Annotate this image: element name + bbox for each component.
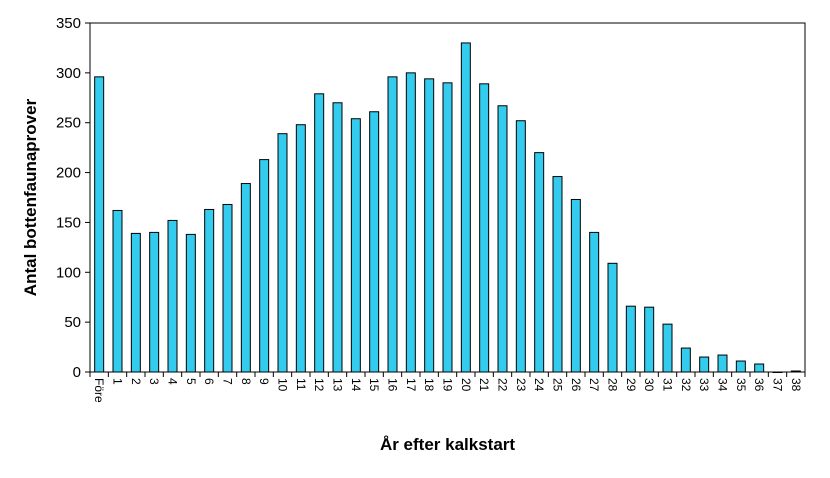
x-tick-label: 35	[734, 378, 748, 392]
x-tick-label: Före	[92, 378, 106, 403]
y-tick-label: 200	[56, 165, 81, 182]
bar	[735, 360, 746, 373]
x-tick-label: 23	[514, 378, 528, 392]
x-tick-label: 6	[202, 378, 216, 385]
bar	[460, 42, 471, 373]
x-tick-label: 12	[312, 378, 326, 392]
x-tick-label: 27	[587, 378, 601, 392]
x-tick-label: 32	[679, 378, 693, 392]
x-tick-label: 37	[771, 378, 785, 392]
x-tick-label: 31	[661, 378, 675, 392]
bar	[259, 159, 270, 373]
bar	[350, 118, 361, 373]
x-tick-label: 33	[697, 378, 711, 392]
x-tick-label: 24	[532, 378, 546, 392]
bars-group	[94, 42, 801, 373]
x-tick-label: 1	[111, 378, 125, 385]
y-tick-label: 300	[56, 65, 81, 82]
bar	[680, 347, 691, 373]
bar	[644, 306, 655, 373]
bar	[204, 208, 215, 373]
x-axis-title: År efter kalkstart	[380, 435, 515, 454]
y-tick-label: 0	[73, 364, 81, 381]
x-tick-label: 16	[386, 378, 400, 392]
bar	[699, 356, 710, 373]
bar	[754, 363, 765, 373]
bar	[277, 133, 288, 373]
bar	[332, 102, 343, 373]
bar	[167, 219, 178, 373]
x-tick-label: 17	[404, 378, 418, 392]
bar	[240, 183, 251, 373]
bar	[130, 232, 141, 373]
x-tick-label: 30	[642, 378, 656, 392]
plot-area-frame	[89, 22, 806, 373]
x-tick-label: 29	[624, 378, 638, 392]
bar	[222, 203, 233, 373]
x-tick-label: 7	[221, 378, 235, 385]
y-tick-label: 100	[56, 264, 81, 281]
x-tick-label: 2	[129, 378, 143, 385]
x-tick-label: 38	[789, 378, 803, 392]
bar	[534, 152, 545, 373]
bar	[424, 78, 435, 373]
x-tick-label: 4	[166, 378, 180, 385]
x-tick-label: 3	[147, 378, 161, 385]
x-tick-label: 13	[331, 378, 345, 392]
y-tick-label: 250	[56, 115, 81, 132]
x-axis-ticks: Före 1 2 3 4 5 6 7 8 9 10 11 12 13 14 15 16 17 18 19 20 21 22 2…	[89, 372, 806, 403]
y-axis-title: Antal bottenfaunaprover	[21, 98, 40, 296]
bar	[149, 231, 160, 373]
x-tick-label: 21	[477, 378, 491, 392]
x-tick-label: 20	[459, 378, 473, 392]
bar	[515, 120, 526, 373]
x-tick-label: 25	[551, 378, 565, 392]
bar	[570, 198, 581, 373]
x-tick-label: 28	[606, 378, 620, 392]
bar	[662, 323, 673, 373]
x-tick-label: 14	[349, 378, 363, 392]
x-tick-label: 10	[276, 378, 290, 392]
bar	[479, 83, 490, 373]
bar	[589, 231, 600, 373]
x-tick-label: 15	[367, 378, 381, 392]
y-axis-ticks: 0 50 100 150 200 250 300 350	[56, 15, 90, 381]
y-tick-label: 350	[56, 15, 81, 32]
bar	[295, 124, 306, 373]
bar	[185, 233, 196, 373]
x-tick-label: 19	[441, 378, 455, 392]
y-tick-label: 150	[56, 214, 81, 231]
x-tick-label: 8	[239, 378, 253, 385]
bar	[552, 176, 563, 373]
x-tick-label: 18	[422, 378, 436, 392]
bar	[94, 76, 105, 373]
x-tick-label: 34	[716, 378, 730, 392]
bar	[314, 93, 325, 373]
bar	[442, 82, 453, 373]
bar	[497, 105, 508, 373]
x-tick-label: 36	[752, 378, 766, 392]
x-tick-label: 22	[496, 378, 510, 392]
bar	[405, 72, 416, 373]
x-tick-label: 11	[294, 378, 308, 391]
x-tick-label: 26	[569, 378, 583, 392]
bar	[607, 262, 618, 373]
bar	[369, 111, 380, 373]
bar	[112, 209, 123, 373]
x-tick-label: 5	[184, 378, 198, 385]
bar	[387, 76, 398, 373]
bar	[625, 305, 636, 373]
x-tick-label: 9	[257, 378, 271, 385]
bar	[717, 354, 728, 373]
y-tick-label: 50	[64, 314, 81, 331]
